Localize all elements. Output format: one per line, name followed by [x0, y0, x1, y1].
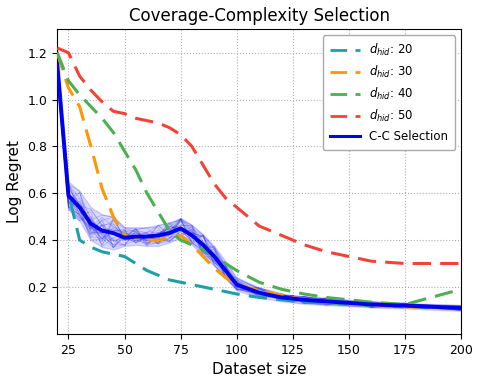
Y-axis label: Log Regret: Log Regret: [7, 140, 22, 223]
Legend: $d_{hid}$: 20, $d_{hid}$: 30, $d_{hid}$: 40, $d_{hid}$: 50, C-C Selection: $d_{hid}$: 20, $d_{hid}$: 30, $d_{hid}$:…: [323, 35, 455, 151]
X-axis label: Dataset size: Dataset size: [212, 362, 307, 377]
Title: Coverage-Complexity Selection: Coverage-Complexity Selection: [129, 7, 390, 25]
